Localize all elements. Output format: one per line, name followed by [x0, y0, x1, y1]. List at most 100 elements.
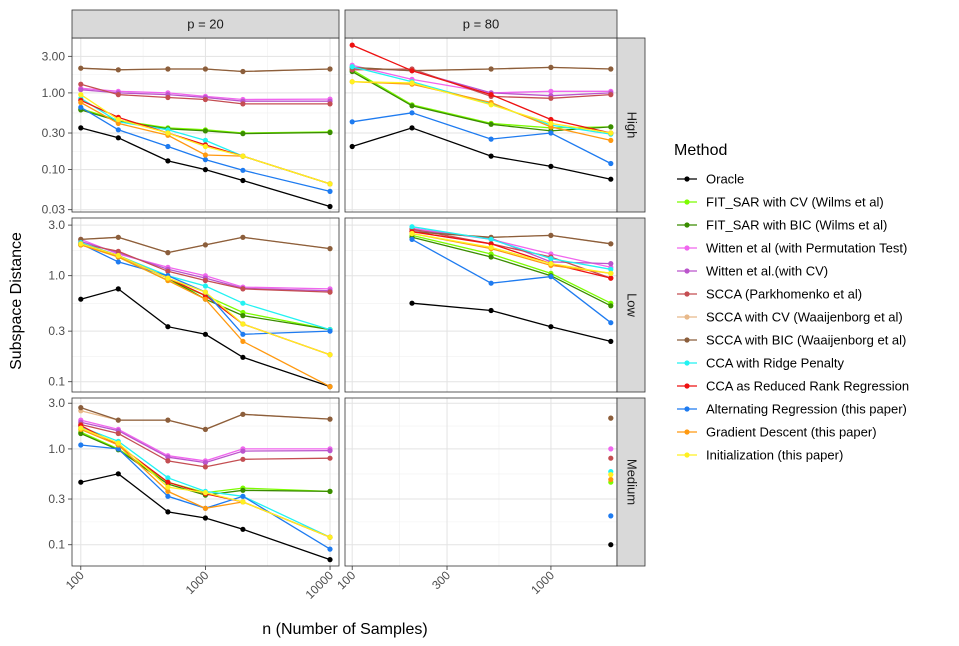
data-point-12 — [327, 181, 333, 187]
legend-label: FIT_SAR with BIC (Wilms et al) — [706, 218, 887, 233]
data-point-0 — [165, 324, 171, 330]
data-point-10 — [165, 143, 171, 150]
series-line-3 — [80, 419, 330, 462]
legend-item: FIT_SAR with BIC (Wilms et al) — [677, 218, 887, 233]
y-tick-label: 3.00 — [42, 49, 66, 63]
column-strip-label: p = 80 — [463, 17, 500, 32]
data-point-7 — [548, 232, 554, 238]
y-tick-label: 0.1 — [48, 375, 65, 389]
data-point-7 — [165, 417, 171, 423]
data-point-7 — [240, 68, 246, 75]
data-point-7 — [78, 405, 84, 411]
data-point-4 — [327, 448, 333, 454]
series-line-9 — [411, 231, 611, 279]
data-point-12 — [488, 244, 494, 250]
x-tick-label: 100 — [334, 568, 358, 592]
legend-label: CCA with Ridge Penalty — [706, 356, 845, 371]
data-point-0 — [409, 125, 415, 131]
data-point-12 — [202, 490, 208, 496]
data-point-9 — [165, 479, 171, 485]
series-line-12 — [411, 232, 611, 275]
data-point-0 — [608, 176, 614, 182]
legend-item: SCCA with CV (Waaijenborg et al) — [677, 310, 903, 325]
data-point-11 — [327, 384, 333, 390]
data-point-5 — [202, 464, 208, 470]
data-point-10 — [240, 331, 246, 337]
series-line-7 — [411, 231, 611, 245]
data-point-0 — [165, 158, 171, 164]
data-point-4 — [202, 460, 208, 466]
y-tick-label: 0.3 — [48, 324, 65, 338]
legend-label: FIT_SAR with CV (Wilms et al) — [706, 195, 884, 210]
data-point-8 — [608, 266, 614, 272]
series-line-10 — [411, 238, 612, 324]
column-strip-label: p = 20 — [187, 17, 224, 32]
data-point-8 — [349, 64, 355, 70]
data-point-0 — [202, 331, 208, 337]
series-line-10 — [80, 106, 331, 193]
data-point-2 — [78, 430, 84, 437]
legend-key-point — [684, 268, 690, 274]
panel-1-0 — [345, 38, 617, 212]
panel-0-2 — [72, 398, 339, 566]
legend-key-point — [684, 176, 690, 182]
data-point-5 — [165, 458, 171, 464]
data-point-0 — [327, 557, 333, 563]
series-line-5 — [80, 423, 331, 468]
data-point-11 — [115, 120, 121, 126]
row-strip-label: High — [625, 112, 640, 139]
data-point-10 — [78, 442, 84, 448]
series-line-4 — [80, 240, 331, 292]
data-point-10 — [548, 274, 554, 280]
data-point-5 — [78, 81, 84, 87]
legend-title: Method — [674, 142, 727, 159]
legend-label: Initialization (this paper) — [706, 448, 843, 463]
data-point-7 — [165, 66, 171, 72]
data-point-5 — [240, 286, 246, 292]
legend-item: CCA with Ridge Penalty — [677, 356, 845, 371]
data-point-5 — [240, 456, 246, 462]
data-point-7 — [240, 234, 246, 240]
data-point-9 — [349, 42, 355, 48]
series-line-3 — [80, 238, 331, 290]
data-point-9 — [548, 116, 554, 123]
data-point-12 — [548, 120, 554, 126]
data-point-0 — [115, 471, 121, 477]
data-point-2 — [202, 128, 208, 134]
data-point-12 — [327, 534, 333, 540]
row-strip-label: Low — [625, 293, 640, 317]
series-line-12 — [80, 94, 331, 185]
legend-key-point — [684, 452, 690, 458]
series-line-7 — [80, 67, 331, 73]
panel-series-1 — [349, 42, 614, 182]
legend-key-point — [684, 429, 690, 435]
data-point-10 — [608, 513, 614, 519]
x-tick-label: 10000 — [303, 568, 337, 602]
data-point-9 — [409, 68, 415, 74]
legend-item: Initialization (this paper) — [677, 448, 843, 463]
data-point-7 — [327, 66, 333, 72]
data-point-12 — [78, 92, 84, 98]
panel-1-1 — [345, 218, 617, 392]
series-line-1 — [411, 234, 612, 304]
series-line-0 — [80, 288, 331, 388]
series-line-7 — [80, 406, 331, 431]
data-point-0 — [115, 135, 121, 141]
data-point-10 — [327, 328, 333, 334]
legend-label: SCCA with BIC (Waaijenborg et al) — [706, 333, 906, 348]
data-point-7 — [327, 416, 333, 422]
data-point-10 — [548, 130, 554, 136]
series-line-5 — [80, 243, 331, 293]
series-line-8 — [80, 426, 331, 538]
data-point-7 — [488, 66, 494, 72]
data-point-0 — [240, 354, 246, 360]
data-point-12 — [349, 79, 355, 85]
data-point-2 — [327, 488, 333, 494]
data-point-3 — [608, 446, 614, 452]
legend-label: Gradient Descent (this paper) — [706, 425, 877, 440]
data-point-12 — [240, 499, 246, 505]
data-point-4 — [608, 261, 614, 267]
data-point-5 — [202, 96, 208, 103]
legend-label: SCCA with CV (Waaijenborg et al) — [706, 310, 903, 325]
